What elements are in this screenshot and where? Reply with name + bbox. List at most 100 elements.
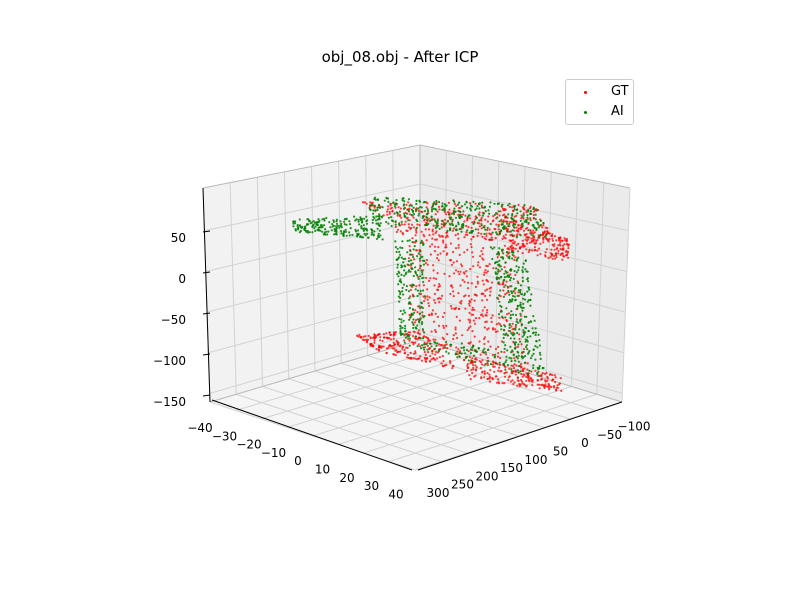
scatter-point	[471, 229, 475, 232]
scatter-point	[412, 284, 415, 287]
scatter-point	[405, 346, 408, 349]
scatter-point	[409, 249, 412, 253]
scatter-point	[421, 311, 424, 314]
scatter-point	[500, 350, 503, 353]
scatter-point	[511, 322, 514, 325]
scatter-point	[414, 270, 417, 273]
scatter-point	[515, 271, 519, 274]
scatter-point	[471, 308, 474, 311]
scatter-point	[298, 224, 302, 227]
scatter-point	[378, 229, 381, 232]
scatter-point	[523, 204, 526, 207]
scatter-point	[517, 266, 521, 269]
scatter-point	[404, 311, 407, 314]
scatter-point	[514, 273, 517, 277]
scatter-point	[512, 219, 516, 222]
scatter-point	[542, 232, 545, 235]
scatter-point	[404, 336, 407, 339]
scatter-point	[513, 287, 517, 290]
scatter-point	[430, 330, 433, 333]
scatter-point	[541, 383, 544, 386]
scatter-point	[451, 224, 454, 227]
scatter-point	[555, 247, 558, 251]
scatter-point	[374, 219, 378, 222]
scatter-point	[494, 347, 498, 351]
scatter-point	[366, 232, 369, 235]
scatter-point	[360, 217, 364, 221]
scatter-point	[478, 317, 481, 320]
scatter-point	[476, 280, 479, 283]
scatter-point	[536, 254, 539, 257]
scatter-point	[465, 270, 468, 273]
scatter-point	[469, 209, 472, 212]
scatter-point	[418, 319, 421, 323]
scatter-point	[511, 257, 514, 260]
scatter-point	[557, 236, 560, 239]
scatter-point	[538, 339, 541, 342]
scatter-point	[534, 333, 537, 337]
scatter-point	[507, 213, 510, 216]
scatter-point	[426, 298, 429, 301]
scatter-point	[390, 206, 393, 209]
scatter-point	[421, 328, 424, 331]
scatter-point	[425, 276, 428, 280]
scatter-point	[468, 299, 471, 302]
scatter-point	[409, 316, 412, 319]
scatter-point	[323, 231, 326, 234]
scatter-point	[392, 353, 396, 356]
scatter-point	[472, 354, 476, 357]
scatter-point	[474, 369, 477, 372]
scatter-point	[463, 280, 466, 283]
scatter-point	[398, 250, 401, 253]
scatter-point	[486, 372, 489, 375]
scatter-point	[508, 367, 511, 370]
scatter-point	[539, 233, 542, 236]
scatter-point	[495, 276, 498, 279]
scatter-point	[556, 386, 560, 389]
scatter-point	[528, 369, 531, 372]
scatter-point	[513, 240, 516, 243]
scatter-point	[436, 222, 439, 225]
scatter-point	[435, 203, 438, 206]
scatter-point	[470, 282, 473, 285]
scatter-point	[511, 253, 514, 256]
scatter-point	[406, 333, 409, 336]
scatter-point	[298, 231, 301, 234]
scatter-point	[470, 226, 473, 229]
scatter-point	[554, 253, 558, 256]
scatter-point	[515, 364, 518, 367]
scatter-point	[467, 327, 470, 330]
scatter-point	[473, 322, 477, 325]
scatter-point	[427, 339, 430, 342]
scatter-point	[403, 200, 406, 203]
scatter-point	[441, 294, 444, 297]
scatter-point	[498, 214, 501, 217]
scatter-point	[414, 272, 417, 275]
scatter-point	[494, 362, 497, 365]
scatter-point	[526, 236, 529, 239]
scatter-point	[475, 216, 478, 219]
scatter-point	[522, 297, 525, 300]
scatter-point	[454, 332, 457, 335]
scatter-point	[517, 269, 520, 272]
scatter-point	[509, 337, 512, 340]
scatter-point	[521, 270, 525, 274]
scatter-point	[464, 294, 467, 297]
scatter-point	[416, 275, 420, 278]
scatter-point	[445, 343, 448, 346]
scatter-point	[433, 299, 436, 302]
scatter-point	[467, 287, 470, 290]
scatter-point	[432, 277, 435, 280]
scatter-point	[401, 313, 404, 316]
scatter-point	[457, 270, 460, 273]
scatter-point	[455, 228, 458, 231]
scatter-point	[510, 368, 513, 371]
scatter-point	[458, 273, 461, 276]
scatter-point	[502, 220, 505, 223]
scatter-point	[444, 205, 447, 208]
scatter-point	[463, 349, 466, 352]
scatter-point	[480, 313, 484, 316]
scatter-point	[502, 257, 505, 260]
scatter-point	[471, 330, 474, 333]
scatter-point	[532, 352, 535, 355]
